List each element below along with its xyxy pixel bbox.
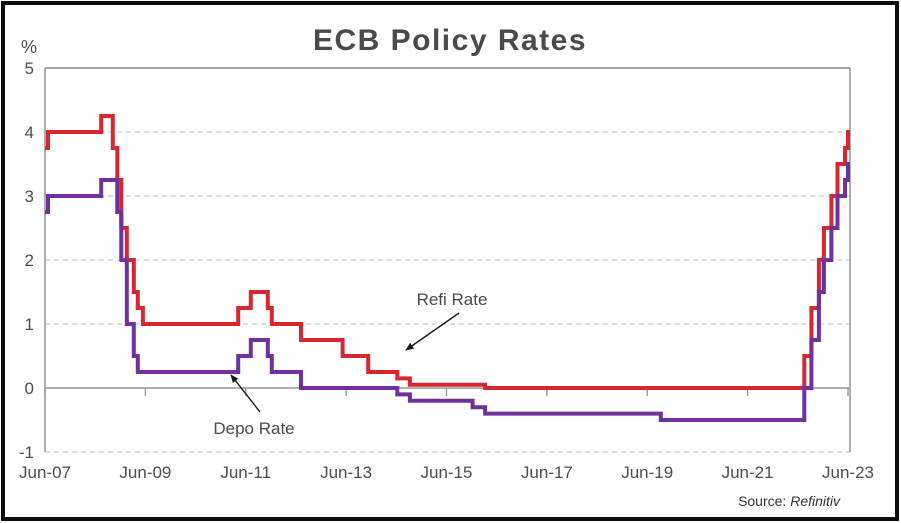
refi-rate-annotation-arrow bbox=[405, 312, 460, 351]
y-tick-label: 4 bbox=[25, 123, 34, 142]
refi-rate-line bbox=[45, 114, 850, 390]
x-tick-label: Jun-15 bbox=[421, 463, 473, 482]
depo-rate-line bbox=[45, 162, 850, 422]
x-tick-label: Jun-21 bbox=[722, 463, 774, 482]
source-credit: Source: Refinitiv bbox=[738, 493, 841, 509]
y-tick-label: 5 bbox=[25, 59, 34, 78]
y-axis-unit-label: % bbox=[21, 37, 37, 57]
y-tick-label: -1 bbox=[19, 443, 34, 462]
y-tick-label: 0 bbox=[25, 379, 34, 398]
x-tick-label: Jun-09 bbox=[119, 463, 171, 482]
y-tick-label: 1 bbox=[25, 315, 34, 334]
x-tick-label: Jun-23 bbox=[822, 463, 874, 482]
depo-rate-annotation-label: Depo Rate bbox=[213, 419, 294, 438]
y-tick-label: 3 bbox=[25, 187, 34, 206]
x-tick-label: Jun-07 bbox=[19, 463, 71, 482]
refi-rate-annotation-label: Refi Rate bbox=[417, 290, 488, 309]
x-tick-label: Jun-17 bbox=[521, 463, 573, 482]
chart-title: ECB Policy Rates bbox=[313, 24, 587, 57]
y-tick-label: 2 bbox=[25, 251, 34, 270]
depo-rate-annotation-arrow bbox=[230, 374, 261, 413]
x-tick-label: Jun-13 bbox=[320, 463, 372, 482]
source-prefix: Source: bbox=[738, 493, 786, 509]
x-tick-label: Jun-11 bbox=[220, 463, 271, 482]
source-name: Refinitiv bbox=[790, 493, 841, 509]
x-tick-label: Jun-19 bbox=[621, 463, 673, 482]
